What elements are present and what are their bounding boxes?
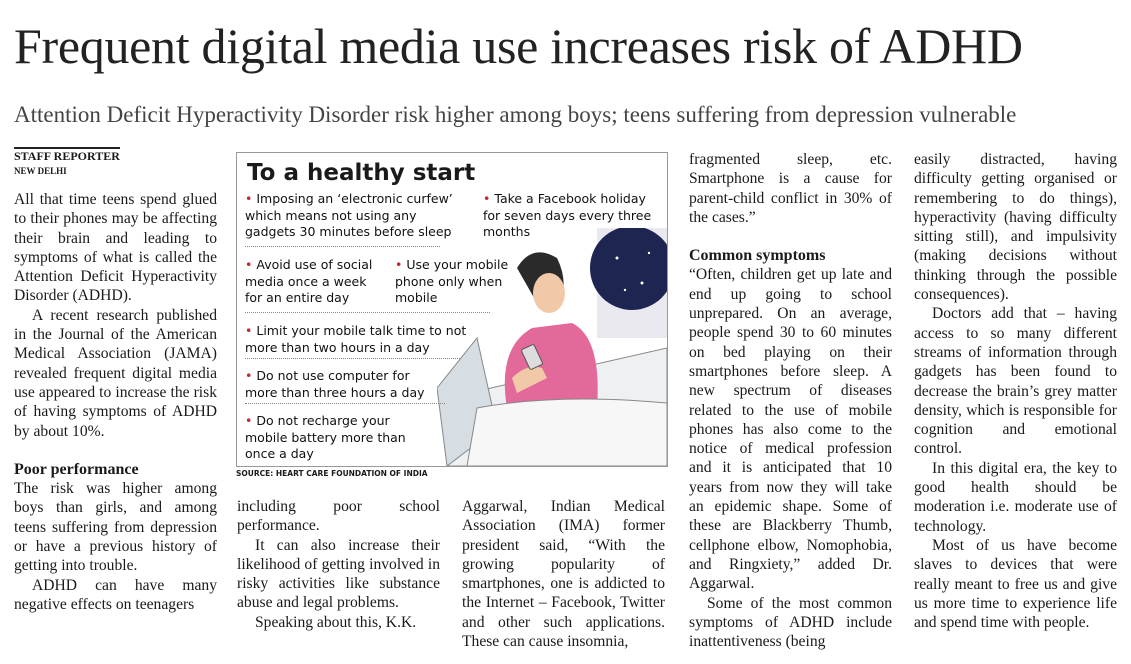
- paragraph: ADHD can have many negative effects on t…: [14, 576, 217, 613]
- paragraph: All that time teens spend glued to their…: [14, 191, 217, 305]
- paragraph: Some of the most common symptoms of ADHD…: [689, 594, 892, 651]
- location: NEW DELHI: [14, 166, 67, 176]
- paragraph: fragmented sleep, etc. Smartphone is a c…: [689, 151, 892, 226]
- paragraph: Most of us have become slaves to devices…: [914, 536, 1117, 632]
- tip: Limit your mobile talk time to not more …: [245, 323, 470, 356]
- article-column: All that time teens spend glued to their…: [14, 190, 217, 614]
- paragraph: In this digital era, the key to good hea…: [914, 459, 1117, 535]
- paragraph: easily distracted, having difficulty get…: [914, 151, 1117, 304]
- tip: Use your mobile phone only when mobile: [395, 257, 513, 307]
- section-heading: Common symptoms: [689, 247, 826, 265]
- tip: Imposing an ‘electronic curfew’ which me…: [245, 191, 467, 241]
- byline: STAFF REPORTER NEW DELHI: [14, 147, 217, 177]
- infographic: To a healthy start Imposing an ‘electron…: [236, 152, 668, 467]
- paragraph: Doctors add that – having access to so m…: [914, 305, 1117, 458]
- article-column: fragmented sleep, etc. Smartphone is a c…: [689, 150, 892, 651]
- tip: Do not use computer for more than three …: [245, 368, 445, 401]
- illustration: [437, 228, 667, 466]
- section-heading: Poor performance: [14, 460, 139, 478]
- paragraph: Aggarwal, Indian Medical Association (IM…: [462, 498, 665, 651]
- paragraph: including poor school performance.: [237, 498, 440, 535]
- tip: Avoid use of social media once a week fo…: [245, 257, 385, 307]
- paragraph: It can also increase their likelihood of…: [237, 536, 440, 612]
- article-column: easily distracted, having difficulty get…: [914, 150, 1117, 632]
- subheadline: Attention Deficit Hyperactivity Disorder…: [14, 102, 1017, 127]
- tip: Take a Facebook holiday for seven days e…: [483, 191, 653, 241]
- tip: Do not recharge your mobile battery more…: [245, 413, 415, 463]
- paragraph: Speaking about this, K.K.: [255, 613, 417, 631]
- author: STAFF REPORTER: [14, 147, 120, 163]
- paragraph: The risk was higher among boys than girl…: [14, 480, 217, 575]
- article-column: including poor school performance. It can…: [237, 497, 440, 632]
- paragraph: A recent research published in the Journ…: [14, 306, 217, 440]
- article-column: Aggarwal, Indian Medical Association (IM…: [462, 497, 665, 651]
- paragraph: “Often, children get up late and end up …: [689, 266, 892, 593]
- infographic-title: To a healthy start: [247, 160, 476, 186]
- source: SOURCE: HEART CARE FOUNDATION OF INDIA: [236, 469, 428, 478]
- headline: Frequent digital media use increases ris…: [14, 18, 1023, 74]
